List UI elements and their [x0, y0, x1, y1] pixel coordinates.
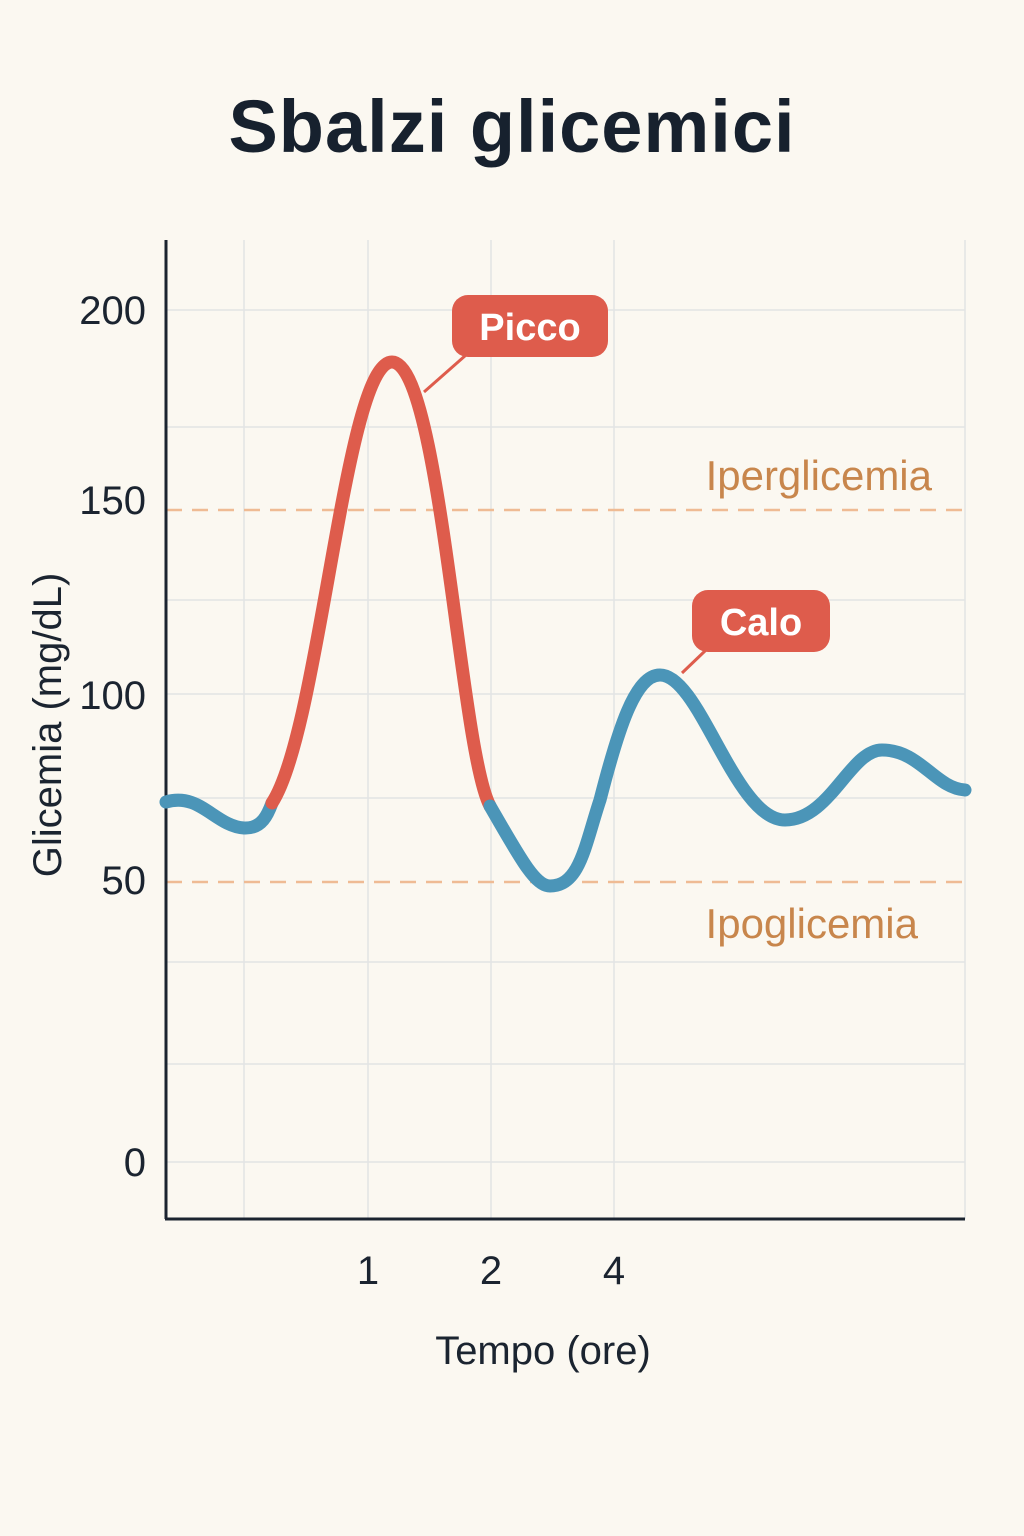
series-glicemia — [159, 355, 972, 893]
callout-label-calo: Calo — [720, 602, 802, 644]
reference-lines: Iperglicemia Ipoglicemia — [166, 452, 965, 947]
callout-badge-picco — [452, 295, 608, 357]
callout-leader-calo — [680, 648, 708, 675]
reference-label-iperglicemia: Iperglicemia — [706, 452, 933, 499]
series-segment-drop — [483, 668, 972, 893]
grid — [166, 240, 966, 1219]
callout-leader-picco — [423, 353, 467, 394]
callout-badge-calo — [692, 590, 830, 652]
y-tick-label: 0 — [124, 1141, 146, 1185]
callouts: Picco Calo — [423, 295, 830, 675]
callout-label-picco: Picco — [479, 307, 580, 349]
series-segment-baseline — [159, 793, 279, 835]
y-tick-label: 200 — [79, 289, 146, 333]
reference-label-ipoglicemia: Ipoglicemia — [706, 900, 919, 947]
series-segment-peak — [265, 355, 497, 813]
y-axis-title: Glicemia (mg/dL) — [26, 573, 70, 878]
chart-title: Sbalzi glicemici — [228, 85, 796, 168]
y-tick-label: 100 — [79, 674, 146, 718]
axes — [164, 240, 965, 1221]
x-tick-label: 4 — [603, 1249, 625, 1293]
x-tick-label: 1 — [357, 1249, 379, 1293]
tick-labels: 0 50 100 150 200 1 2 4 — [79, 289, 625, 1293]
y-tick-label: 50 — [102, 859, 147, 903]
y-tick-label: 150 — [79, 479, 146, 523]
x-tick-label: 2 — [480, 1249, 502, 1293]
x-axis-title: Tempo (ore) — [435, 1329, 651, 1373]
